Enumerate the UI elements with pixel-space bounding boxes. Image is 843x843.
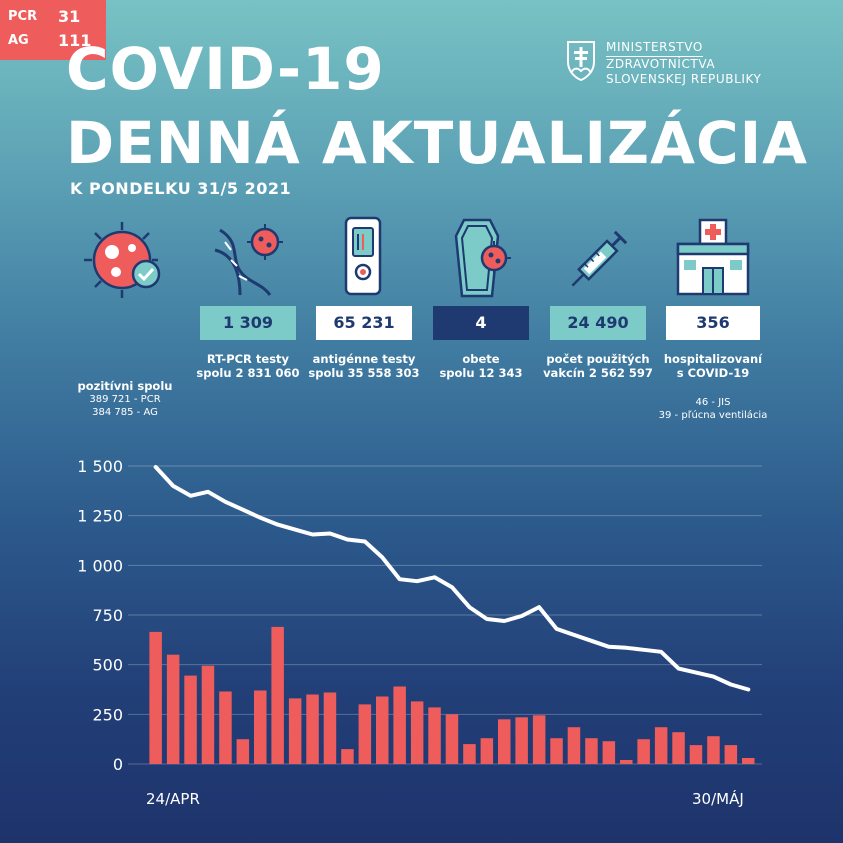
bar bbox=[654, 727, 668, 764]
bar bbox=[585, 738, 598, 764]
bar bbox=[637, 739, 650, 764]
slovak-coat-of-arms-icon bbox=[567, 41, 595, 82]
bar bbox=[672, 732, 685, 764]
bar bbox=[376, 696, 389, 764]
bar bbox=[410, 701, 424, 764]
bar bbox=[480, 738, 494, 764]
title-line-2: DENNÁ AKTUALIZÁCIA bbox=[66, 109, 809, 177]
syringe-icon bbox=[571, 230, 628, 287]
ag-label: AG bbox=[8, 33, 29, 48]
virus-check-icon bbox=[84, 222, 161, 298]
hospital-sub-jis: 46 - JIS bbox=[695, 397, 731, 408]
pcr-label: PCR bbox=[8, 9, 38, 24]
bar bbox=[201, 665, 215, 764]
bar bbox=[445, 714, 459, 764]
bar bbox=[149, 631, 162, 764]
cases-chart: 1 500 1 250 1 000 750 500 250 0 bbox=[77, 457, 762, 774]
deaths-label-1: obete bbox=[462, 352, 500, 366]
vaccines-value: 24 490 bbox=[550, 306, 646, 340]
title-line-1: COVID-19 bbox=[66, 35, 385, 103]
vaccines-label-1: počet použitých bbox=[546, 352, 650, 366]
rtpcr-value: 1 309 bbox=[200, 306, 296, 340]
bar bbox=[428, 707, 441, 764]
deaths-value: 4 bbox=[433, 306, 529, 340]
bar bbox=[689, 745, 703, 764]
antigen-value: 65 231 bbox=[316, 306, 412, 340]
hospital-label: hospitalizovaní s COVID-19 bbox=[650, 352, 776, 380]
y-tick-label: 1 250 bbox=[77, 507, 123, 526]
bar bbox=[724, 745, 738, 764]
x-label-end: 30/MÁJ bbox=[692, 790, 744, 808]
deaths-label-2: spolu 12 343 bbox=[439, 366, 523, 380]
bar bbox=[393, 686, 406, 764]
bar bbox=[323, 692, 337, 764]
bar bbox=[184, 675, 197, 764]
rtpcr-label-2: spolu 2 831 060 bbox=[196, 366, 300, 380]
ministry-line-3: SLOVENSKEJ REPUBLIKY bbox=[606, 72, 762, 86]
hospital-label-1: hospitalizovaní bbox=[663, 352, 763, 366]
bar bbox=[707, 736, 720, 764]
bar bbox=[742, 758, 755, 764]
y-tick-label: 1 000 bbox=[77, 556, 123, 575]
bar bbox=[532, 715, 546, 764]
ministry-logo: MINISTERSTVO ZDRAVOTNÍCTVA SLOVENSKEJ RE… bbox=[566, 40, 816, 90]
bar bbox=[288, 698, 302, 764]
bar bbox=[515, 717, 528, 764]
bar bbox=[236, 739, 250, 764]
hospital-label-2: s COVID-19 bbox=[676, 366, 750, 380]
bar bbox=[602, 741, 616, 764]
bar bbox=[166, 654, 180, 764]
ministry-line-2: ZDRAVOTNÍCTVA bbox=[606, 57, 716, 71]
trend-line bbox=[153, 465, 751, 692]
bar bbox=[620, 760, 633, 764]
y-tick-label: 1 500 bbox=[77, 457, 123, 476]
rtpcr-label: RT-PCR testy spolu 2 831 060 bbox=[190, 352, 306, 380]
positive-label: pozitívni spolu bbox=[77, 379, 173, 393]
ag-value: 111 bbox=[58, 31, 92, 50]
deaths-label: obete spolu 12 343 bbox=[425, 352, 537, 380]
bar bbox=[254, 690, 267, 764]
hospital-icon bbox=[676, 218, 750, 296]
bar bbox=[567, 727, 581, 764]
bar bbox=[271, 626, 284, 764]
rtpcr-label-1: RT-PCR testy bbox=[206, 352, 290, 366]
bar bbox=[463, 744, 476, 764]
y-tick-label: 500 bbox=[92, 656, 123, 675]
positive-sub-pcr: 389 721 - PCR bbox=[89, 394, 161, 405]
bar bbox=[358, 704, 372, 764]
positive-box: PCR 31 AG 111 bbox=[0, 0, 106, 60]
hospital-sub-ventilation: 39 - pľúcna ventilácia bbox=[658, 410, 768, 421]
bar bbox=[219, 691, 232, 764]
coffin-virus-icon bbox=[454, 218, 511, 298]
bar bbox=[498, 719, 511, 764]
bar bbox=[306, 694, 319, 764]
date-subtitle: K PONDELKU 31/5 2021 bbox=[70, 179, 292, 198]
antigen-label: antigénne testy spolu 35 558 303 bbox=[304, 352, 424, 380]
ministry-line-1: MINISTERSTVO bbox=[606, 40, 703, 57]
antigen-label-2: spolu 35 558 303 bbox=[308, 366, 420, 380]
dna-virus-icon bbox=[214, 224, 283, 296]
positive-sub-ag: 384 785 - AG bbox=[92, 407, 158, 418]
vaccines-label: počet použitých vakcín 2 562 597 bbox=[538, 352, 658, 380]
bar bbox=[341, 749, 354, 764]
pcr-value: 31 bbox=[58, 7, 81, 26]
y-tick-label: 750 bbox=[92, 606, 123, 625]
y-tick-label: 0 bbox=[113, 755, 123, 774]
vaccines-label-2: vakcín 2 562 597 bbox=[543, 366, 653, 380]
y-tick-label: 250 bbox=[92, 705, 123, 724]
antigen-label-1: antigénne testy bbox=[312, 352, 416, 366]
antigen-test-icon bbox=[344, 216, 382, 296]
hospital-value: 356 bbox=[666, 306, 760, 340]
x-label-start: 24/APR bbox=[146, 790, 200, 808]
bar bbox=[550, 738, 563, 764]
